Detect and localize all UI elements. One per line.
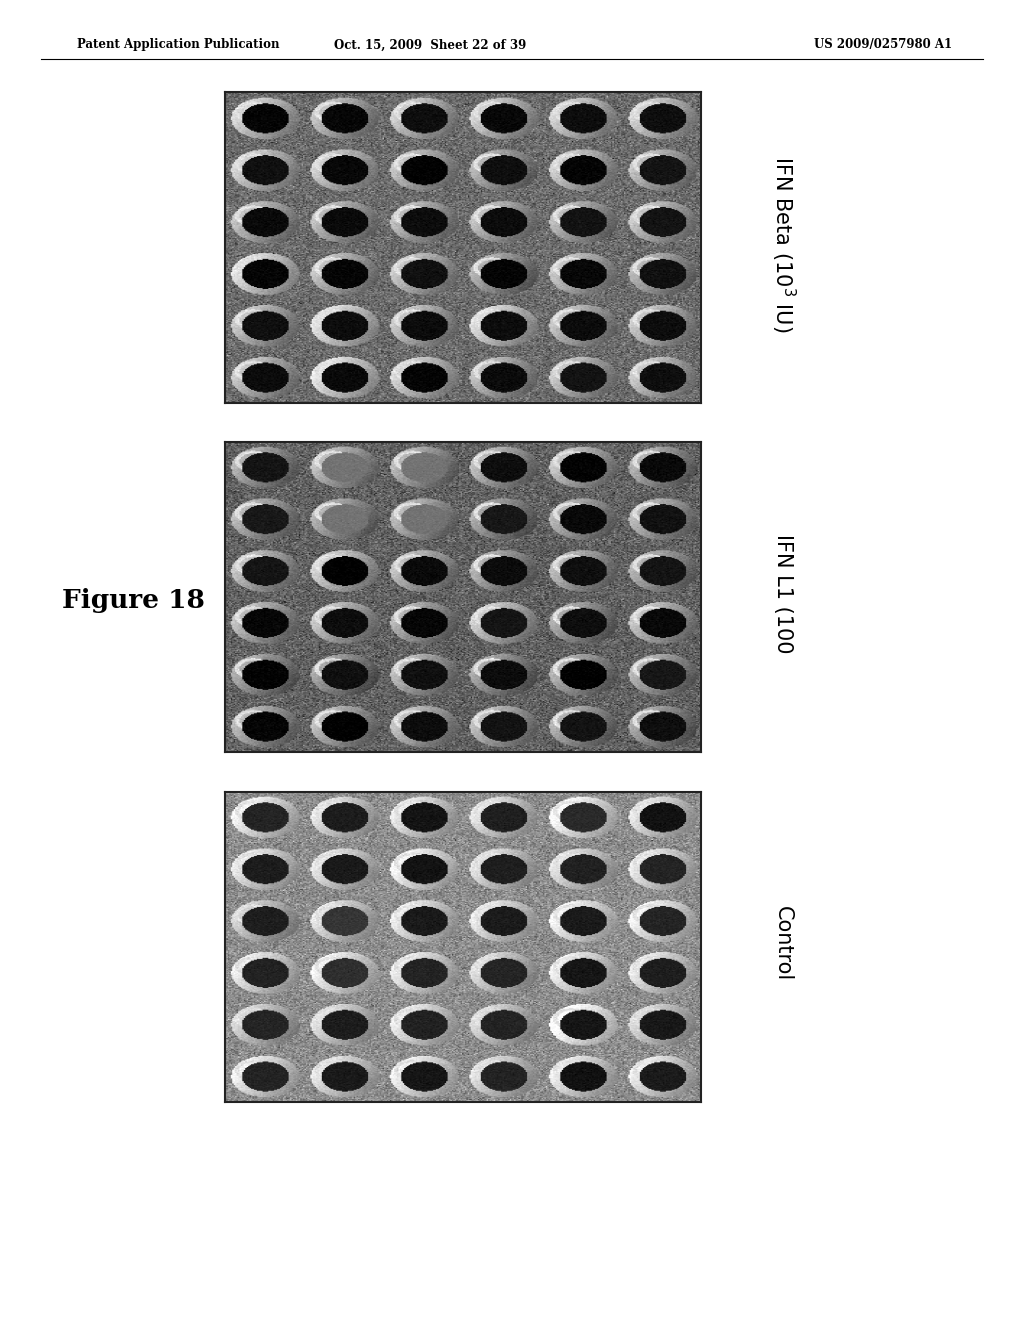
Text: IFN L1 (100: IFN L1 (100: [773, 535, 794, 653]
Text: Control: Control: [773, 906, 794, 982]
Text: Figure 18: Figure 18: [61, 589, 205, 612]
Text: US 2009/0257980 A1: US 2009/0257980 A1: [814, 38, 952, 51]
Text: IFN Beta (10$^3$ IU): IFN Beta (10$^3$ IU): [769, 156, 798, 333]
Text: Patent Application Publication: Patent Application Publication: [77, 38, 280, 51]
Text: Oct. 15, 2009  Sheet 22 of 39: Oct. 15, 2009 Sheet 22 of 39: [334, 38, 526, 51]
